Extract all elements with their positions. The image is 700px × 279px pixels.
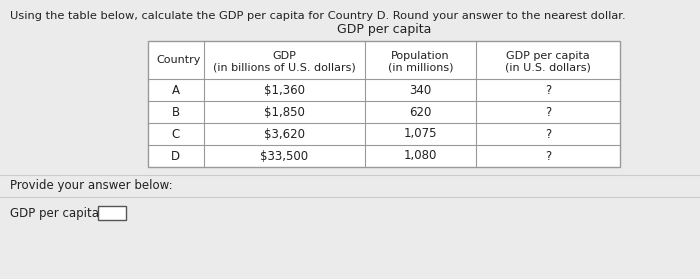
Bar bbox=[148, 41, 620, 167]
Text: $1,850: $1,850 bbox=[264, 105, 304, 119]
Text: $1,360: $1,360 bbox=[264, 83, 305, 97]
Text: 1,080: 1,080 bbox=[404, 150, 438, 162]
Text: Provide your answer below:: Provide your answer below: bbox=[10, 179, 173, 191]
Text: (in U.S. dollars): (in U.S. dollars) bbox=[505, 62, 591, 72]
Text: GDP per capita: GDP per capita bbox=[337, 23, 431, 35]
Text: A: A bbox=[172, 83, 180, 97]
Text: Population: Population bbox=[391, 51, 450, 61]
Text: ?: ? bbox=[545, 83, 551, 97]
Text: Country: Country bbox=[156, 55, 200, 65]
Text: (in billions of U.S. dollars): (in billions of U.S. dollars) bbox=[213, 62, 356, 72]
Bar bbox=[98, 206, 126, 220]
Text: 340: 340 bbox=[410, 83, 432, 97]
Text: GDP per capita = $: GDP per capita = $ bbox=[10, 206, 124, 220]
Text: ?: ? bbox=[545, 128, 551, 141]
Text: B: B bbox=[172, 105, 180, 119]
Text: 620: 620 bbox=[410, 105, 432, 119]
Text: (in millions): (in millions) bbox=[388, 62, 454, 72]
Text: D: D bbox=[172, 150, 181, 162]
Bar bbox=[148, 41, 620, 167]
Text: GDP per capita: GDP per capita bbox=[506, 51, 590, 61]
Text: Using the table below, calculate the GDP per capita for Country D. Round your an: Using the table below, calculate the GDP… bbox=[10, 11, 626, 21]
Text: ?: ? bbox=[545, 105, 551, 119]
Text: ?: ? bbox=[545, 150, 551, 162]
Text: GDP: GDP bbox=[272, 51, 296, 61]
Text: 1,075: 1,075 bbox=[404, 128, 438, 141]
Text: $3,620: $3,620 bbox=[264, 128, 305, 141]
Text: $33,500: $33,500 bbox=[260, 150, 309, 162]
Text: C: C bbox=[172, 128, 180, 141]
